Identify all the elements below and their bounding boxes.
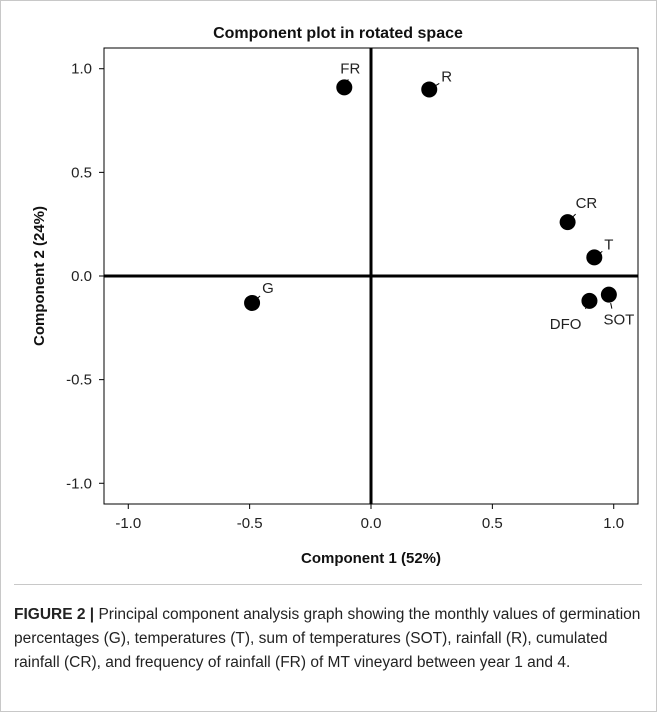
y-tick-label: -0.5	[66, 372, 92, 389]
point-t-label: T	[604, 236, 613, 253]
y-tick-label: 1.0	[71, 61, 92, 78]
point-sot-leader	[610, 302, 613, 309]
point-cr-leader	[572, 213, 576, 218]
point-cr-label: CR	[576, 195, 598, 212]
point-fr	[336, 79, 353, 96]
point-t	[586, 249, 603, 266]
x-tick-label: 0.5	[482, 515, 503, 532]
caption-divider	[14, 584, 642, 585]
point-g-leader	[256, 295, 261, 300]
point-dfo-label: DFO	[550, 316, 582, 333]
chart-title: Component plot in rotated space	[213, 25, 463, 42]
point-sot	[600, 286, 617, 303]
caption-lead: FIGURE 2 |	[14, 606, 95, 623]
point-fr-label: FR	[340, 60, 360, 77]
x-axis-label: Component 1 (52%)	[301, 550, 441, 567]
point-cr	[559, 214, 576, 231]
x-tick-label: -0.5	[237, 515, 263, 532]
x-tick-label: 0.0	[361, 515, 382, 532]
point-sot-label: SOT	[603, 312, 634, 329]
point-r-label: R	[441, 68, 452, 85]
caption-text: Principal component analysis graph showi…	[14, 606, 641, 671]
x-tick-label: -1.0	[115, 515, 141, 532]
y-tick-label: 0.5	[71, 164, 92, 181]
point-dfo	[581, 292, 598, 309]
point-r-leader	[434, 83, 440, 87]
x-tick-label: 1.0	[603, 515, 624, 532]
point-t-leader	[598, 250, 603, 255]
point-fr-leader	[346, 79, 349, 83]
figure-caption: FIGURE 2 | Principal component analysis …	[14, 603, 642, 675]
point-g	[244, 294, 261, 311]
chart: Component plot in rotated space -1.0 -0.5…	[31, 25, 639, 567]
y-axis-label: Component 2 (24%)	[31, 206, 48, 346]
point-dfo-leader	[585, 305, 588, 310]
y-tick-label: -1.0	[66, 475, 92, 492]
point-r	[421, 81, 438, 98]
point-g-label: G	[262, 280, 274, 297]
y-tick-label: 0.0	[71, 268, 92, 285]
